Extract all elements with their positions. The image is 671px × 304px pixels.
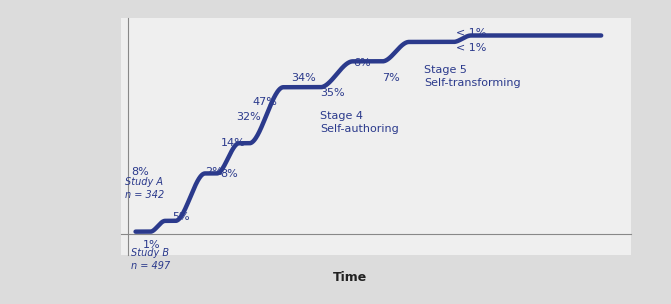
Text: < 1%: < 1% <box>456 43 486 53</box>
Text: 35%: 35% <box>320 88 345 98</box>
Text: Study A
n = 342: Study A n = 342 <box>125 177 164 200</box>
Text: Stage 5
Self-transforming: Stage 5 Self-transforming <box>424 64 521 88</box>
Text: Study B
n = 497: Study B n = 497 <box>131 248 170 271</box>
Text: 8%: 8% <box>220 169 238 179</box>
Text: 5%: 5% <box>172 212 190 222</box>
Text: Stage 4
Self-authoring: Stage 4 Self-authoring <box>320 111 399 134</box>
Text: 47%: 47% <box>252 97 277 107</box>
Text: Time: Time <box>333 271 368 284</box>
Text: 8%: 8% <box>131 167 149 177</box>
Text: 34%: 34% <box>291 73 315 83</box>
Text: 14%: 14% <box>221 138 246 147</box>
Text: 1%: 1% <box>143 240 160 250</box>
Text: 2%: 2% <box>205 167 223 177</box>
Text: 7%: 7% <box>382 73 400 83</box>
Text: 6%: 6% <box>353 58 370 68</box>
Text: 32%: 32% <box>236 112 261 122</box>
Text: < 1%: < 1% <box>456 28 486 38</box>
